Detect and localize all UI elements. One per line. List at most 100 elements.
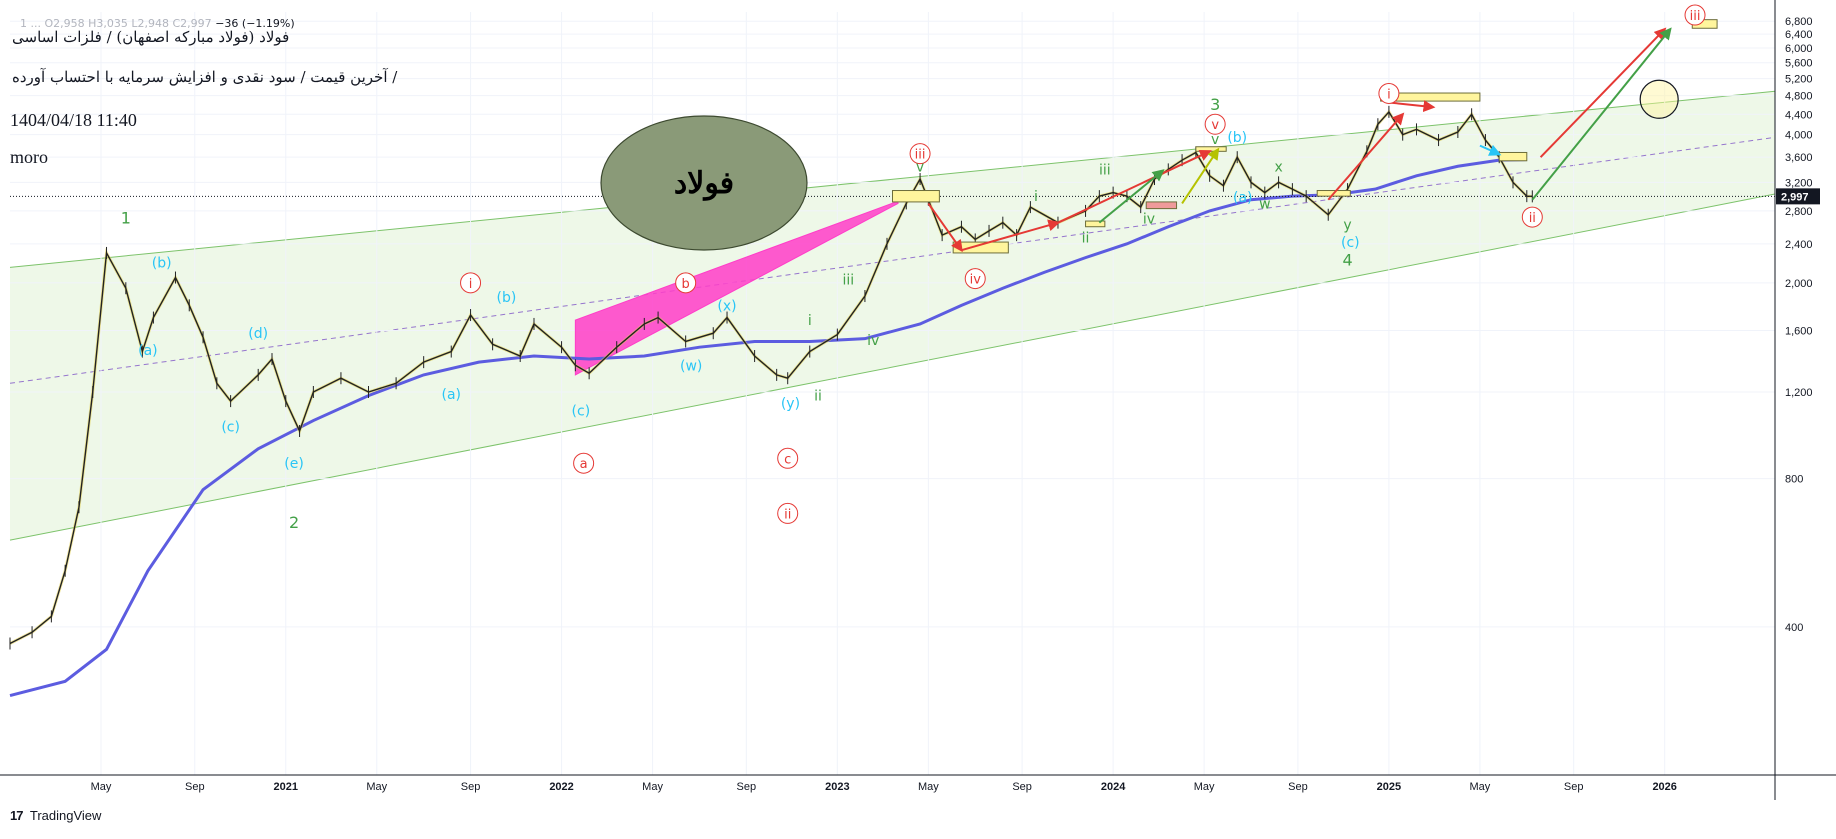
y-tick-label: 5,600 bbox=[1785, 58, 1813, 70]
wave-label-circle bbox=[1204, 113, 1226, 135]
arrow-red-3 bbox=[1327, 112, 1405, 201]
wave-label: c bbox=[784, 452, 791, 467]
wave-label: a bbox=[580, 457, 588, 472]
wave-label: (c) bbox=[1341, 235, 1360, 251]
wave-label: 2 bbox=[289, 513, 299, 532]
wave-label: x bbox=[1274, 159, 1282, 175]
x-tick-label: May bbox=[1194, 781, 1215, 793]
wave-label: v bbox=[1211, 118, 1219, 133]
arrow-green-7 bbox=[1098, 169, 1165, 224]
wave-label: iii bbox=[915, 148, 926, 163]
arrow-red-1 bbox=[961, 219, 1061, 252]
wave-label: (x) bbox=[717, 298, 736, 314]
y-tick-label: 6,400 bbox=[1785, 29, 1813, 41]
wave-label: (c) bbox=[221, 420, 240, 436]
x-tick-label: Sep bbox=[185, 781, 205, 793]
wave-label: b bbox=[682, 277, 690, 292]
wave-label: (y) bbox=[781, 396, 800, 412]
wave-label: y bbox=[1343, 217, 1351, 233]
x-tick-label: May bbox=[91, 781, 112, 793]
x-tick-label: Sep bbox=[1288, 781, 1308, 793]
wave-label: (b) bbox=[497, 290, 517, 306]
wave-label: iv bbox=[1143, 212, 1155, 228]
wave-label: (b) bbox=[152, 255, 172, 271]
wave-label: (c) bbox=[572, 404, 591, 420]
wave-label: (a) bbox=[441, 387, 461, 403]
price-line bbox=[9, 110, 1533, 645]
arrow-red-0 bbox=[927, 202, 963, 253]
x-tick-label: 2026 bbox=[1652, 781, 1676, 793]
tradingview-brand: TradingView bbox=[29, 808, 102, 823]
zone-box-0 bbox=[892, 190, 940, 203]
wave-label: ii bbox=[784, 507, 791, 522]
y-tick-label: 800 bbox=[1785, 474, 1803, 486]
symbol-badge bbox=[600, 115, 808, 251]
wave-label: 1 bbox=[121, 209, 131, 228]
ohlc-values: 1 ... O2,958 H3,035 L2,948 C2,997 bbox=[20, 17, 212, 30]
wave-label-circle bbox=[573, 452, 595, 474]
y-tick-label: 1,600 bbox=[1785, 326, 1813, 338]
tradingview-logo[interactable]: 17 TradingView bbox=[10, 808, 101, 823]
wave-label: iv bbox=[867, 333, 879, 349]
last-price-label: 2,997 bbox=[1781, 191, 1809, 203]
x-tick-label: Sep bbox=[1564, 781, 1584, 793]
wave-label: v bbox=[916, 159, 924, 175]
channel-mid-line bbox=[9, 136, 1776, 384]
y-tick-label: 400 bbox=[1785, 622, 1803, 634]
wave-label: (e) bbox=[284, 456, 304, 472]
x-tick-label: May bbox=[642, 781, 663, 793]
wave-label: v bbox=[1211, 132, 1219, 148]
wave-label: i bbox=[808, 313, 812, 329]
channel-lower-line bbox=[9, 193, 1776, 541]
arrow-olive-8 bbox=[1181, 147, 1220, 204]
wave-label: i bbox=[1387, 87, 1391, 102]
y-tick-label: 3,600 bbox=[1785, 152, 1813, 164]
wave-label: ii bbox=[1082, 231, 1090, 247]
ohlc-line: 1 ... O2,958 H3,035 L2,948 C2,997 −36 (−… bbox=[20, 17, 295, 30]
wave-label-circle bbox=[909, 143, 931, 165]
arrow-green-6 bbox=[1531, 27, 1672, 201]
wave-label: 4 bbox=[1342, 251, 1352, 270]
wave-label: iv bbox=[970, 273, 982, 288]
arrow-cyan-9 bbox=[1479, 144, 1502, 156]
zone-box-7 bbox=[1498, 151, 1528, 162]
x-tick-label: May bbox=[366, 781, 387, 793]
wave-label: 3 bbox=[1210, 95, 1220, 114]
y-tick-label: 2,400 bbox=[1785, 239, 1813, 251]
y-tick-label: 2,800 bbox=[1785, 206, 1813, 218]
chart-author: moro bbox=[10, 147, 48, 167]
wave-label-circle bbox=[460, 272, 482, 294]
symbol-title: فولاد (فولاد مبارکه اصفهان) / فلزات اساس… bbox=[12, 28, 290, 46]
wave-label-circle bbox=[1684, 4, 1706, 26]
y-tick-label: 2,000 bbox=[1785, 278, 1813, 290]
wave-label: (w) bbox=[680, 358, 702, 374]
wave-label: ii bbox=[1529, 211, 1536, 226]
wave-label: iii bbox=[843, 273, 855, 289]
wave-label: iii bbox=[1099, 162, 1111, 178]
x-tick-label: 2021 bbox=[274, 781, 298, 793]
wave-label: i bbox=[469, 277, 473, 292]
price-change: −36 (−1.19%) bbox=[215, 17, 295, 30]
wave-label: (b) bbox=[1227, 130, 1247, 146]
symbol-badge-label: فولاد bbox=[674, 166, 734, 201]
x-tick-label: 2024 bbox=[1101, 781, 1126, 793]
x-tick-label: May bbox=[1470, 781, 1491, 793]
y-tick-label: 4,800 bbox=[1785, 91, 1813, 103]
wave-label-circle bbox=[777, 447, 799, 469]
wave-label-circle bbox=[964, 268, 986, 290]
wave-label: i bbox=[1034, 189, 1038, 205]
x-tick-label: Sep bbox=[737, 781, 757, 793]
y-tick-label: 6,800 bbox=[1785, 16, 1813, 28]
arrow-red-2 bbox=[1057, 149, 1212, 224]
y-tick-label: 1,200 bbox=[1785, 387, 1813, 399]
last-price-tag bbox=[1776, 188, 1820, 205]
chart-date: 1404/04/18 11:40 bbox=[10, 110, 137, 130]
arrow-red-4 bbox=[1388, 100, 1436, 113]
chart-subtitle: آخرین قیمت / سود نقدی و افزایش سرمایه با… bbox=[12, 68, 398, 86]
y-tick-label: 5,200 bbox=[1785, 74, 1813, 86]
wave-label: ii bbox=[814, 389, 822, 405]
x-tick-label: Sep bbox=[1012, 781, 1032, 793]
wave-label-circle bbox=[675, 272, 697, 294]
